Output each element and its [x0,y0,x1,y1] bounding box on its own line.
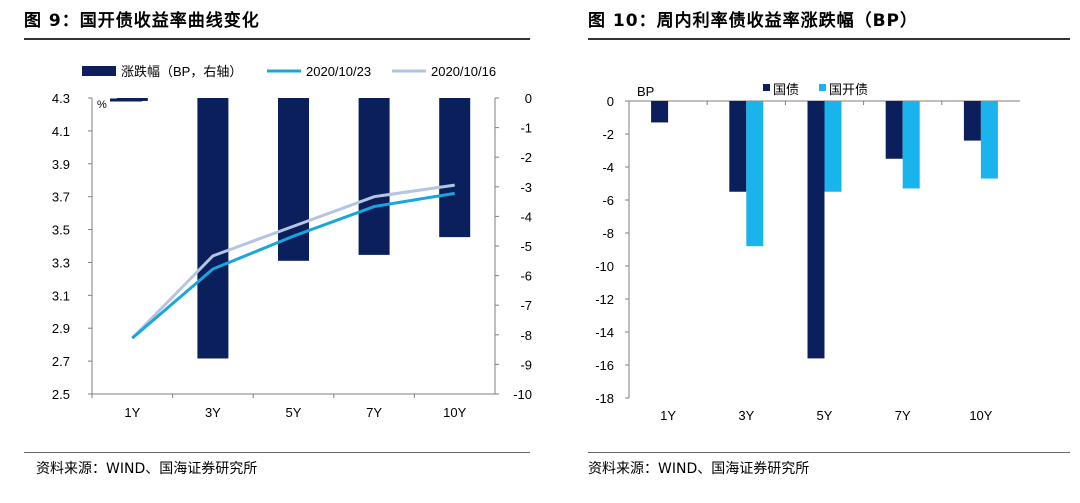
x-tick-label: 3Y [205,405,221,420]
lines [131,183,455,340]
right-y-tick-label: -4 [520,209,532,224]
legend: 涨跌幅（BP，右轴） 2020/10/23 2020/10/16 [82,64,496,79]
legend-label: 2020/10/16 [431,64,496,79]
right-y-tick-label: -8 [520,328,532,343]
right-bottom-rule [588,452,1070,453]
right-source-note: 资料来源：WIND、国海证券研究所 [588,461,810,477]
x-tick-label: 10Y [443,405,466,420]
left-y-tick-label: 4.1 [52,124,70,139]
right-y-tick-label: -5 [520,239,532,254]
right-y-tick-label: -7 [520,298,532,313]
right-y-tick-label: -2 [520,150,532,165]
right-y-tick-label: -1 [520,121,532,136]
x-tick-label: 5Y [286,405,302,420]
right-y-tick-label: -3 [520,180,532,195]
left-title-rule [24,38,530,40]
right-y-tick-label: -6 [520,269,532,284]
legend-label: 2020/10/23 [306,64,371,79]
left-y-tick-label: 2.5 [52,387,70,402]
left-y-tick-label: 3.7 [52,190,70,205]
x-tick-label: 7Y [366,405,382,420]
right-figure-title: 图 10：周内利率债收益率涨跌幅（BP） [588,11,918,31]
right-y-tick-label: -10 [513,387,532,402]
left-source-note: 资料来源：WIND、国海证券研究所 [36,461,258,477]
left-y-tick-label: 3.3 [52,255,70,270]
left-axis-unit: % [97,99,107,111]
bar-change-bp [197,98,229,359]
legend-label: 涨跌幅（BP，右轴） [121,64,242,79]
left-y-tick-label: 3.9 [52,157,70,172]
right-title-rule [588,38,1070,40]
bar-change-bp [358,98,390,255]
left-y-tick-label: 3.1 [52,288,70,303]
x-tick-label: 1Y [124,405,140,420]
left-bottom-rule [24,452,530,453]
legend-swatch [82,66,116,76]
left-figure-title: 图 9：国开债收益率曲线变化 [24,11,260,31]
bar-change-bp [439,98,471,238]
bars [116,98,471,359]
right-y-tick-label: -9 [520,357,532,372]
right-y-tick-label: 0 [525,91,532,106]
left-y-tick-label: 2.7 [52,354,70,369]
left-y-tick-label: 3.5 [52,223,70,238]
left-y-tick-label: 2.9 [52,321,70,336]
left-y-tick-label: 4.3 [52,91,70,106]
axes: 4.3 4.1 3.9 3.7 3.5 3.3 3.1 2.9 2.7 2.5 0 -1 -2 -3 -4 -… [52,91,532,420]
